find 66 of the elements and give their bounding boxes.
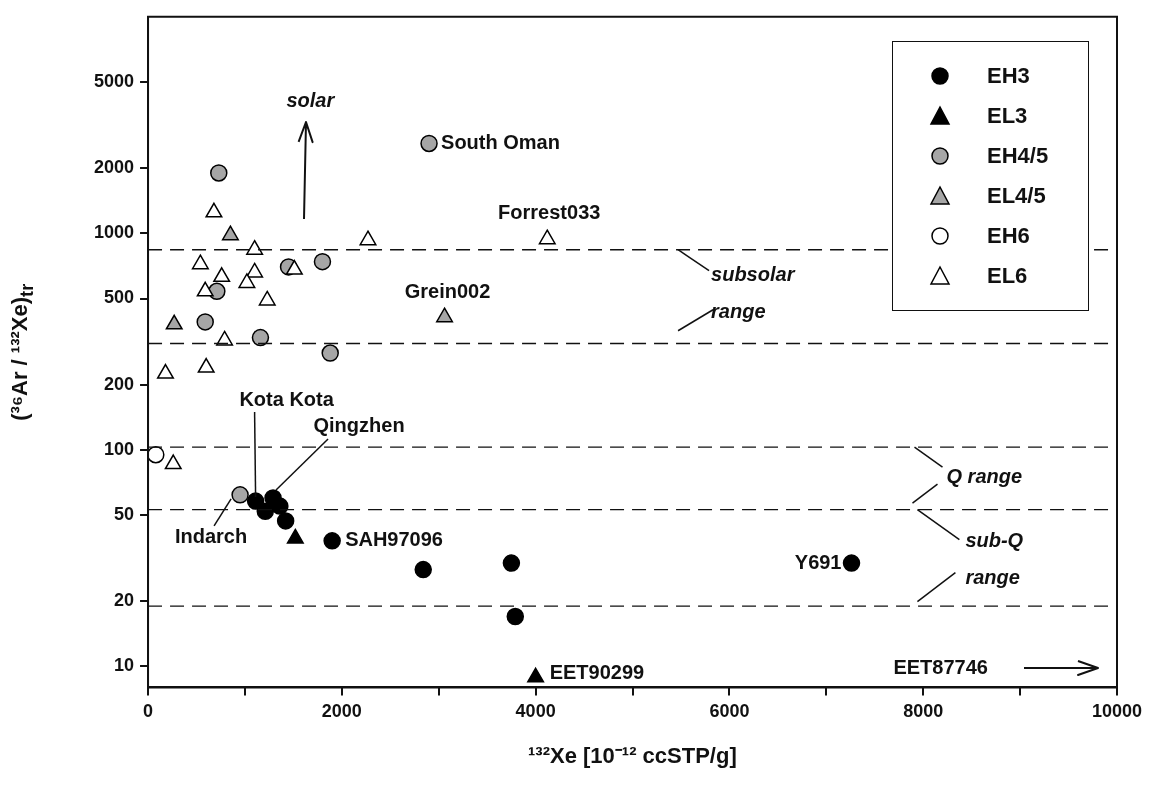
point: [213, 267, 231, 283]
point: [165, 314, 183, 330]
point: [216, 330, 234, 346]
y-tick-label: 50: [114, 504, 135, 525]
y-tick-label: 5000: [94, 70, 135, 91]
point: [436, 307, 454, 323]
point: [221, 225, 239, 241]
point: [414, 560, 432, 579]
annotation: Kota Kota: [239, 387, 335, 410]
point: [506, 607, 525, 626]
point: [285, 259, 303, 275]
point: [271, 497, 289, 515]
annotation: SAH97096: [345, 528, 443, 551]
point: [246, 262, 264, 278]
point: [538, 229, 556, 245]
point: [238, 273, 256, 289]
point: [205, 202, 223, 218]
annotation: Forrest033: [498, 200, 601, 223]
legend-label: EH4/5: [987, 142, 1049, 169]
point: [196, 313, 214, 331]
point: [246, 239, 264, 255]
x-tick-label: 10000: [1091, 701, 1143, 722]
annotation: Y691: [794, 550, 842, 573]
point: [197, 357, 215, 373]
annotation: solar: [286, 89, 336, 112]
point: [196, 281, 214, 297]
y-tick-label: 500: [104, 287, 135, 308]
point: [191, 254, 209, 270]
annotation: South Oman: [441, 131, 560, 153]
annotation: sub-Q range: [965, 528, 1024, 588]
point: [276, 512, 295, 530]
annotation: subsolar range: [711, 262, 796, 322]
x-tick-label: 4000: [515, 701, 556, 722]
point: [156, 363, 175, 379]
y-tick-label: 20: [114, 590, 135, 611]
point: [359, 230, 377, 246]
y-tick-label: 10: [114, 655, 135, 676]
x-tick-label: 0: [143, 701, 154, 722]
annotation: Qingzhen: [313, 414, 405, 437]
point: [258, 290, 276, 306]
y-tick-label: 1000: [94, 222, 135, 243]
point: [164, 454, 182, 470]
point: [251, 328, 270, 347]
x-tick-label: 8000: [903, 701, 944, 722]
legend-label: EH6: [987, 222, 1030, 249]
legend-label: EH3: [987, 62, 1030, 89]
point: [502, 554, 521, 572]
point: [323, 532, 341, 550]
annotation: Grein002: [404, 279, 491, 302]
y-tick-label: 200: [104, 373, 135, 394]
annotation: EET87746: [893, 655, 988, 678]
legend-label: EL4/5: [987, 182, 1046, 209]
point: [313, 252, 332, 271]
legend-label: EL6: [987, 262, 1028, 289]
x-axis-title: ¹³²Xe [10⁻¹² ccSTP/g]: [528, 742, 737, 770]
x-tick-label: 2000: [321, 701, 362, 722]
point: [321, 344, 339, 362]
x-tick-label: 6000: [709, 701, 750, 722]
point: [842, 554, 861, 572]
y-tick-label: 100: [104, 438, 135, 459]
annotation: Q range: [946, 464, 1023, 487]
legend-label: EL3: [987, 102, 1028, 129]
annotation: Indarch: [174, 525, 248, 548]
y-tick-label: 2000: [94, 157, 135, 178]
point: [231, 486, 249, 504]
annotation: EET90299: [549, 660, 645, 683]
